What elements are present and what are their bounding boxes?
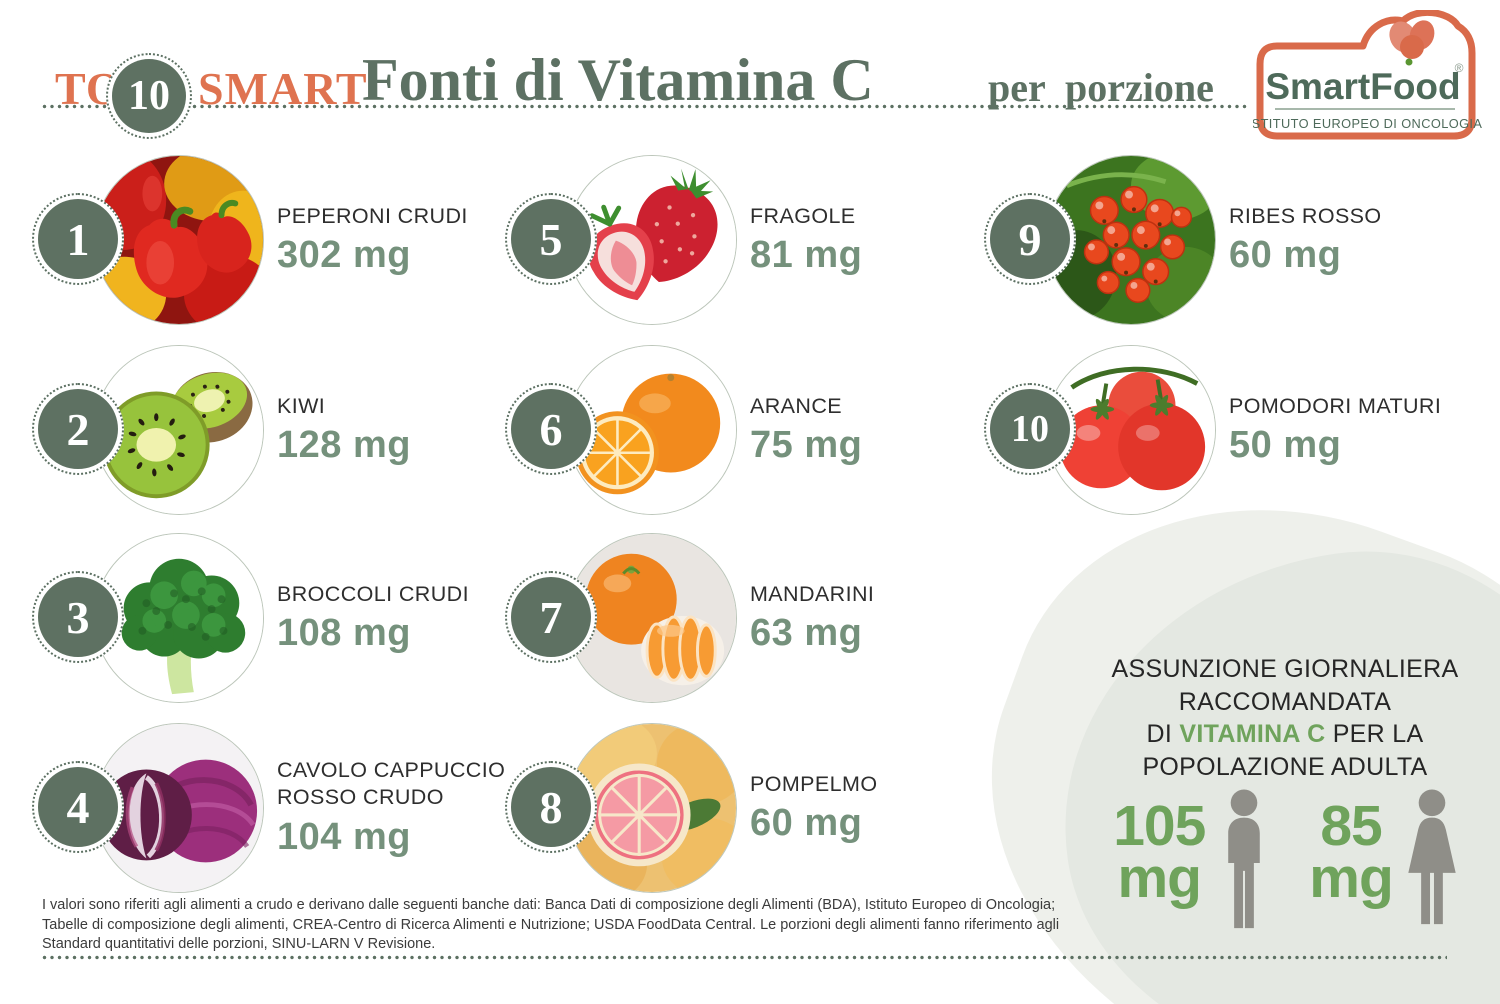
item-value: 104 mg <box>277 815 411 858</box>
rda-panel-text: ASSUNZIONE GIORNALIERA RACCOMANDATA DI V… <box>1100 653 1470 783</box>
male-rda-value: 105 <box>1113 794 1206 858</box>
strawberry-icon <box>1389 20 1435 66</box>
item-name: FRAGOLE <box>750 203 856 228</box>
rda-line4: POPOLAZIONE ADULTA <box>1142 752 1428 781</box>
logo-registered-mark: ® <box>1455 61 1464 75</box>
rank-number: 1 <box>38 199 118 279</box>
footnote-text: I valori sono riferiti agli alimenti a c… <box>42 897 1060 953</box>
footer-dotted-rule <box>42 955 1447 960</box>
smartfood-logo: SmartFood ® ISTITUTO EUROPEO DI ONCOLOGI… <box>1248 8 1485 144</box>
smartfood-logo-icon: SmartFood ® ISTITUTO EUROPEO DI ONCOLOGI… <box>1248 8 1482 140</box>
item-value: 128 mg <box>277 424 411 467</box>
item-peperoni-crudi: 1 PEPERONI CRUDI 302 mg <box>32 155 542 325</box>
item-mandarini: 7 MANDARINI 63 mg <box>505 533 1015 703</box>
item-name: ARANCE <box>750 393 843 418</box>
rda-line1: ASSUNZIONE GIORNALIERA <box>1111 655 1459 683</box>
page-title: Fonti di Vitamina C <box>362 47 874 113</box>
item-kiwi: 2 <box>32 345 542 515</box>
rda-vitamin-highlight: VITAMINA C <box>1179 720 1326 748</box>
item-value: 60 mg <box>1229 234 1342 277</box>
item-broccoli-crudi: 3 <box>32 533 542 703</box>
item-fragole: 5 <box>505 155 1015 325</box>
rank-number: 6 <box>511 389 591 469</box>
item-value: 75 mg <box>750 424 863 467</box>
rank-badge: 7 <box>505 571 597 663</box>
rank-number: 9 <box>990 199 1070 279</box>
rank-number: 2 <box>38 389 118 469</box>
item-value: 108 mg <box>277 612 411 655</box>
rank-badge: 9 <box>984 193 1076 285</box>
rda-figures: 105 mg 85 mg <box>1088 788 1488 936</box>
rank-number: 8 <box>511 767 591 847</box>
logo-tagline: ISTITUTO EUROPEO DI ONCOLOGIA <box>1253 116 1482 131</box>
female-rda-group: 85 mg <box>1309 788 1463 936</box>
item-ribes-rosso: 9 <box>984 155 1494 325</box>
item-value: 50 mg <box>1229 424 1342 467</box>
item-value: 302 mg <box>277 234 411 277</box>
page-subtitle: per porzione <box>988 65 1214 110</box>
male-rda-group: 105 mg <box>1113 788 1275 936</box>
logo-brand: SmartFood <box>1265 66 1460 107</box>
rank-number: 4 <box>38 767 118 847</box>
strawberries-photo <box>567 155 737 325</box>
item-arance: 6 <box>505 345 1015 515</box>
item-value: 81 mg <box>750 234 863 277</box>
rank-number: 3 <box>38 577 118 657</box>
rank-badge: 8 <box>505 761 597 853</box>
female-rda-value: 85 <box>1320 794 1382 858</box>
item-name: MANDARINI <box>750 581 875 606</box>
item-name: KIWI <box>277 393 326 418</box>
header-dotted-rule <box>42 104 1250 109</box>
rda-line2: RACCOMANDATA <box>1178 687 1392 716</box>
female-icon <box>1408 789 1456 925</box>
item-pomodori-maturi: 10 <box>984 345 1494 515</box>
item-pompelmo: 8 <box>505 723 1015 893</box>
item-name: PEPERONI CRUDI <box>277 203 468 228</box>
item-name: CAVOLO CAPPUCCIO ROSSO CRUDO <box>277 758 506 809</box>
rank-badge: 5 <box>505 193 597 285</box>
rda-line3-pre: DI <box>1146 720 1180 748</box>
rank-badge: 2 <box>32 383 124 475</box>
rank-badge: 6 <box>505 383 597 475</box>
header-smart-label: SMART <box>198 63 368 114</box>
rank-badge: 4 <box>32 761 124 853</box>
rank-number: 10 <box>990 389 1070 469</box>
male-rda-unit: mg <box>1117 846 1201 911</box>
rank-number: 7 <box>511 577 591 657</box>
header-ten-number: 10 <box>112 59 186 133</box>
item-name: POMPELMO <box>750 771 878 796</box>
item-value: 60 mg <box>750 802 863 845</box>
rank-badge: 1 <box>32 193 124 285</box>
rank-number: 5 <box>511 199 591 279</box>
kiwi-photo <box>94 345 264 515</box>
rank-badge: 3 <box>32 571 124 663</box>
rank-badge: 10 <box>984 383 1076 475</box>
item-name: BROCCOLI CRUDI <box>277 581 469 606</box>
female-rda-unit: mg <box>1309 846 1393 911</box>
item-cavolo-cappuccio: 4 CAVOLO CAPPUCCIO ROSSO CRUDO 104 mg <box>32 723 542 893</box>
item-name: POMODORI MATURI <box>1229 393 1442 418</box>
rda-line3-post: PER LA <box>1325 720 1424 748</box>
header-ten-badge: 10 <box>106 53 192 139</box>
male-icon <box>1228 789 1261 929</box>
item-name: RIBES ROSSO <box>1229 203 1382 228</box>
item-value: 63 mg <box>750 612 863 655</box>
